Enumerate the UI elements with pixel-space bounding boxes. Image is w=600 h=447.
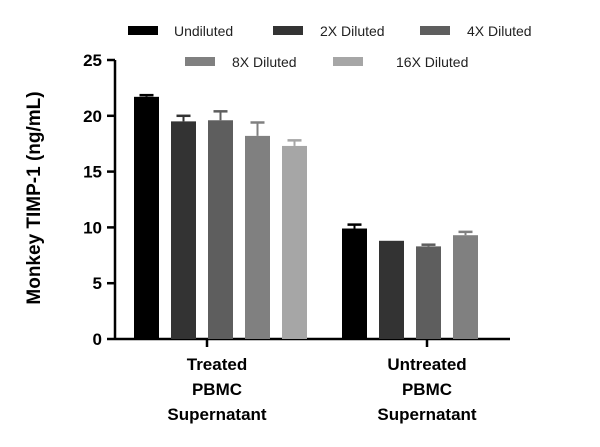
bar xyxy=(379,240,404,339)
y-tick-label: 20 xyxy=(83,107,102,126)
legend-label: 2X Diluted xyxy=(320,23,385,39)
legend-label: 8X Diluted xyxy=(232,54,297,70)
legend-swatch xyxy=(128,26,158,35)
y-tick-label: 15 xyxy=(83,163,102,182)
legend-swatch xyxy=(333,57,363,66)
bar xyxy=(171,121,196,339)
y-tick-label: 5 xyxy=(93,274,102,293)
category-label: PBMC xyxy=(192,380,242,399)
y-tick-label: 25 xyxy=(83,51,102,70)
y-axis-label: Monkey TIMP-1 (ng/mL) xyxy=(24,91,45,304)
legend-label: 4X Diluted xyxy=(467,23,532,39)
legend: Undiluted 2X Diluted 4X Diluted 8X Diluted 1… xyxy=(128,23,532,70)
bar xyxy=(134,96,159,339)
bar xyxy=(342,228,367,339)
category-label: Untreated xyxy=(387,355,466,374)
category-labels: Treated PBMC Supernatant Untreated PBMC Super… xyxy=(167,355,477,424)
legend-label: 16X Diluted xyxy=(396,54,468,70)
legend-swatch xyxy=(185,57,215,66)
bars xyxy=(134,93,478,339)
legend-label: Undiluted xyxy=(174,23,233,39)
legend-swatch xyxy=(273,26,303,35)
legend-swatch xyxy=(420,26,450,35)
bar xyxy=(453,235,478,339)
bar xyxy=(416,246,441,339)
y-tick-label: 10 xyxy=(83,218,102,237)
bar xyxy=(208,120,233,339)
category-label: Treated xyxy=(187,355,247,374)
bar xyxy=(282,145,307,339)
category-label: Supernatant xyxy=(377,405,477,424)
bar xyxy=(245,135,270,339)
y-tick-label: 0 xyxy=(93,330,102,349)
category-label: PBMC xyxy=(402,380,452,399)
category-label: Supernatant xyxy=(167,405,267,424)
